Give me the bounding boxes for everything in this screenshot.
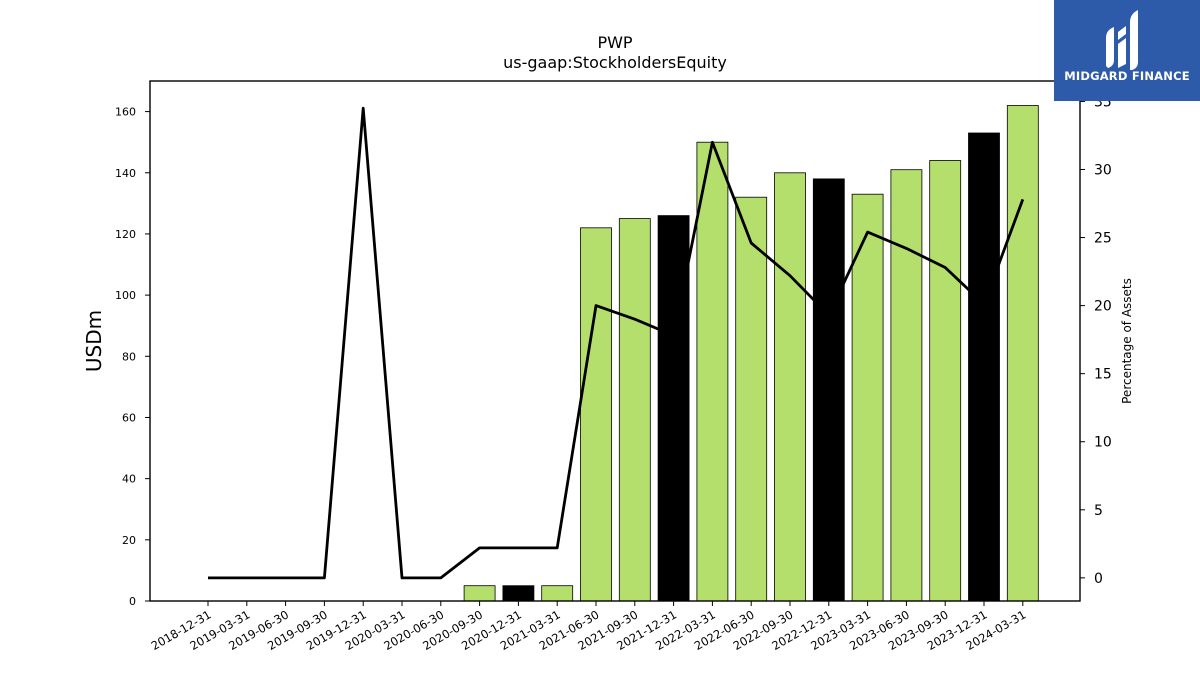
- bar: [657, 215, 690, 602]
- y-axis-label: USDm: [82, 310, 106, 372]
- y2-tick-label: 25: [1094, 231, 1112, 247]
- bar: [463, 585, 496, 602]
- line-group: [208, 106, 1025, 580]
- y-tick-label: 140: [115, 167, 136, 180]
- y-tick-label: 60: [122, 411, 136, 424]
- bar: [735, 196, 768, 602]
- y-tick-label: 100: [115, 289, 136, 302]
- y2-tick-label: 20: [1094, 299, 1112, 315]
- y-tick-label: 0: [129, 595, 136, 608]
- bar: [890, 169, 923, 602]
- brand-logo: MIDGARD FINANCE: [1054, 0, 1200, 101]
- y-tick-label: 120: [115, 228, 136, 241]
- bar: [851, 193, 884, 602]
- bar: [696, 141, 729, 602]
- x-axis: 2018-12-312019-03-312019-06-302019-09-30…: [149, 601, 1028, 653]
- plot-frame: [149, 80, 1081, 602]
- bar: [929, 160, 962, 602]
- chart-title: PWP: [597, 33, 632, 52]
- y-tick-label: 80: [122, 350, 136, 363]
- y2-tick-label: 15: [1094, 367, 1112, 383]
- bar: [968, 132, 1000, 602]
- bar: [541, 585, 574, 602]
- line-series: [208, 106, 1025, 580]
- logo-text: MIDGARD FINANCE: [1064, 69, 1190, 83]
- y-tick-label: 160: [115, 106, 136, 119]
- bar: [774, 172, 806, 602]
- y2-tick-label: 0: [1094, 571, 1103, 587]
- bar: [618, 218, 651, 602]
- y2-tick-label: 10: [1094, 435, 1112, 451]
- bar: [812, 178, 845, 602]
- y2-tick-label: 30: [1094, 162, 1112, 178]
- y-tick-label: 20: [122, 534, 136, 547]
- y-axis: 0 20 40 60 80 100 120 140 160: [115, 106, 150, 608]
- bar: [1006, 105, 1039, 602]
- y2-tick-label: 5: [1094, 503, 1103, 519]
- bar: [502, 585, 535, 602]
- logo-icon: [1106, 10, 1138, 70]
- bar-group: [463, 105, 1039, 602]
- bar: [580, 227, 612, 602]
- y-tick-label: 40: [122, 473, 136, 486]
- chart-subtitle: us-gaap:StockholdersEquity: [503, 53, 727, 72]
- y2-axis-label: Percentage of Assets: [1120, 278, 1134, 404]
